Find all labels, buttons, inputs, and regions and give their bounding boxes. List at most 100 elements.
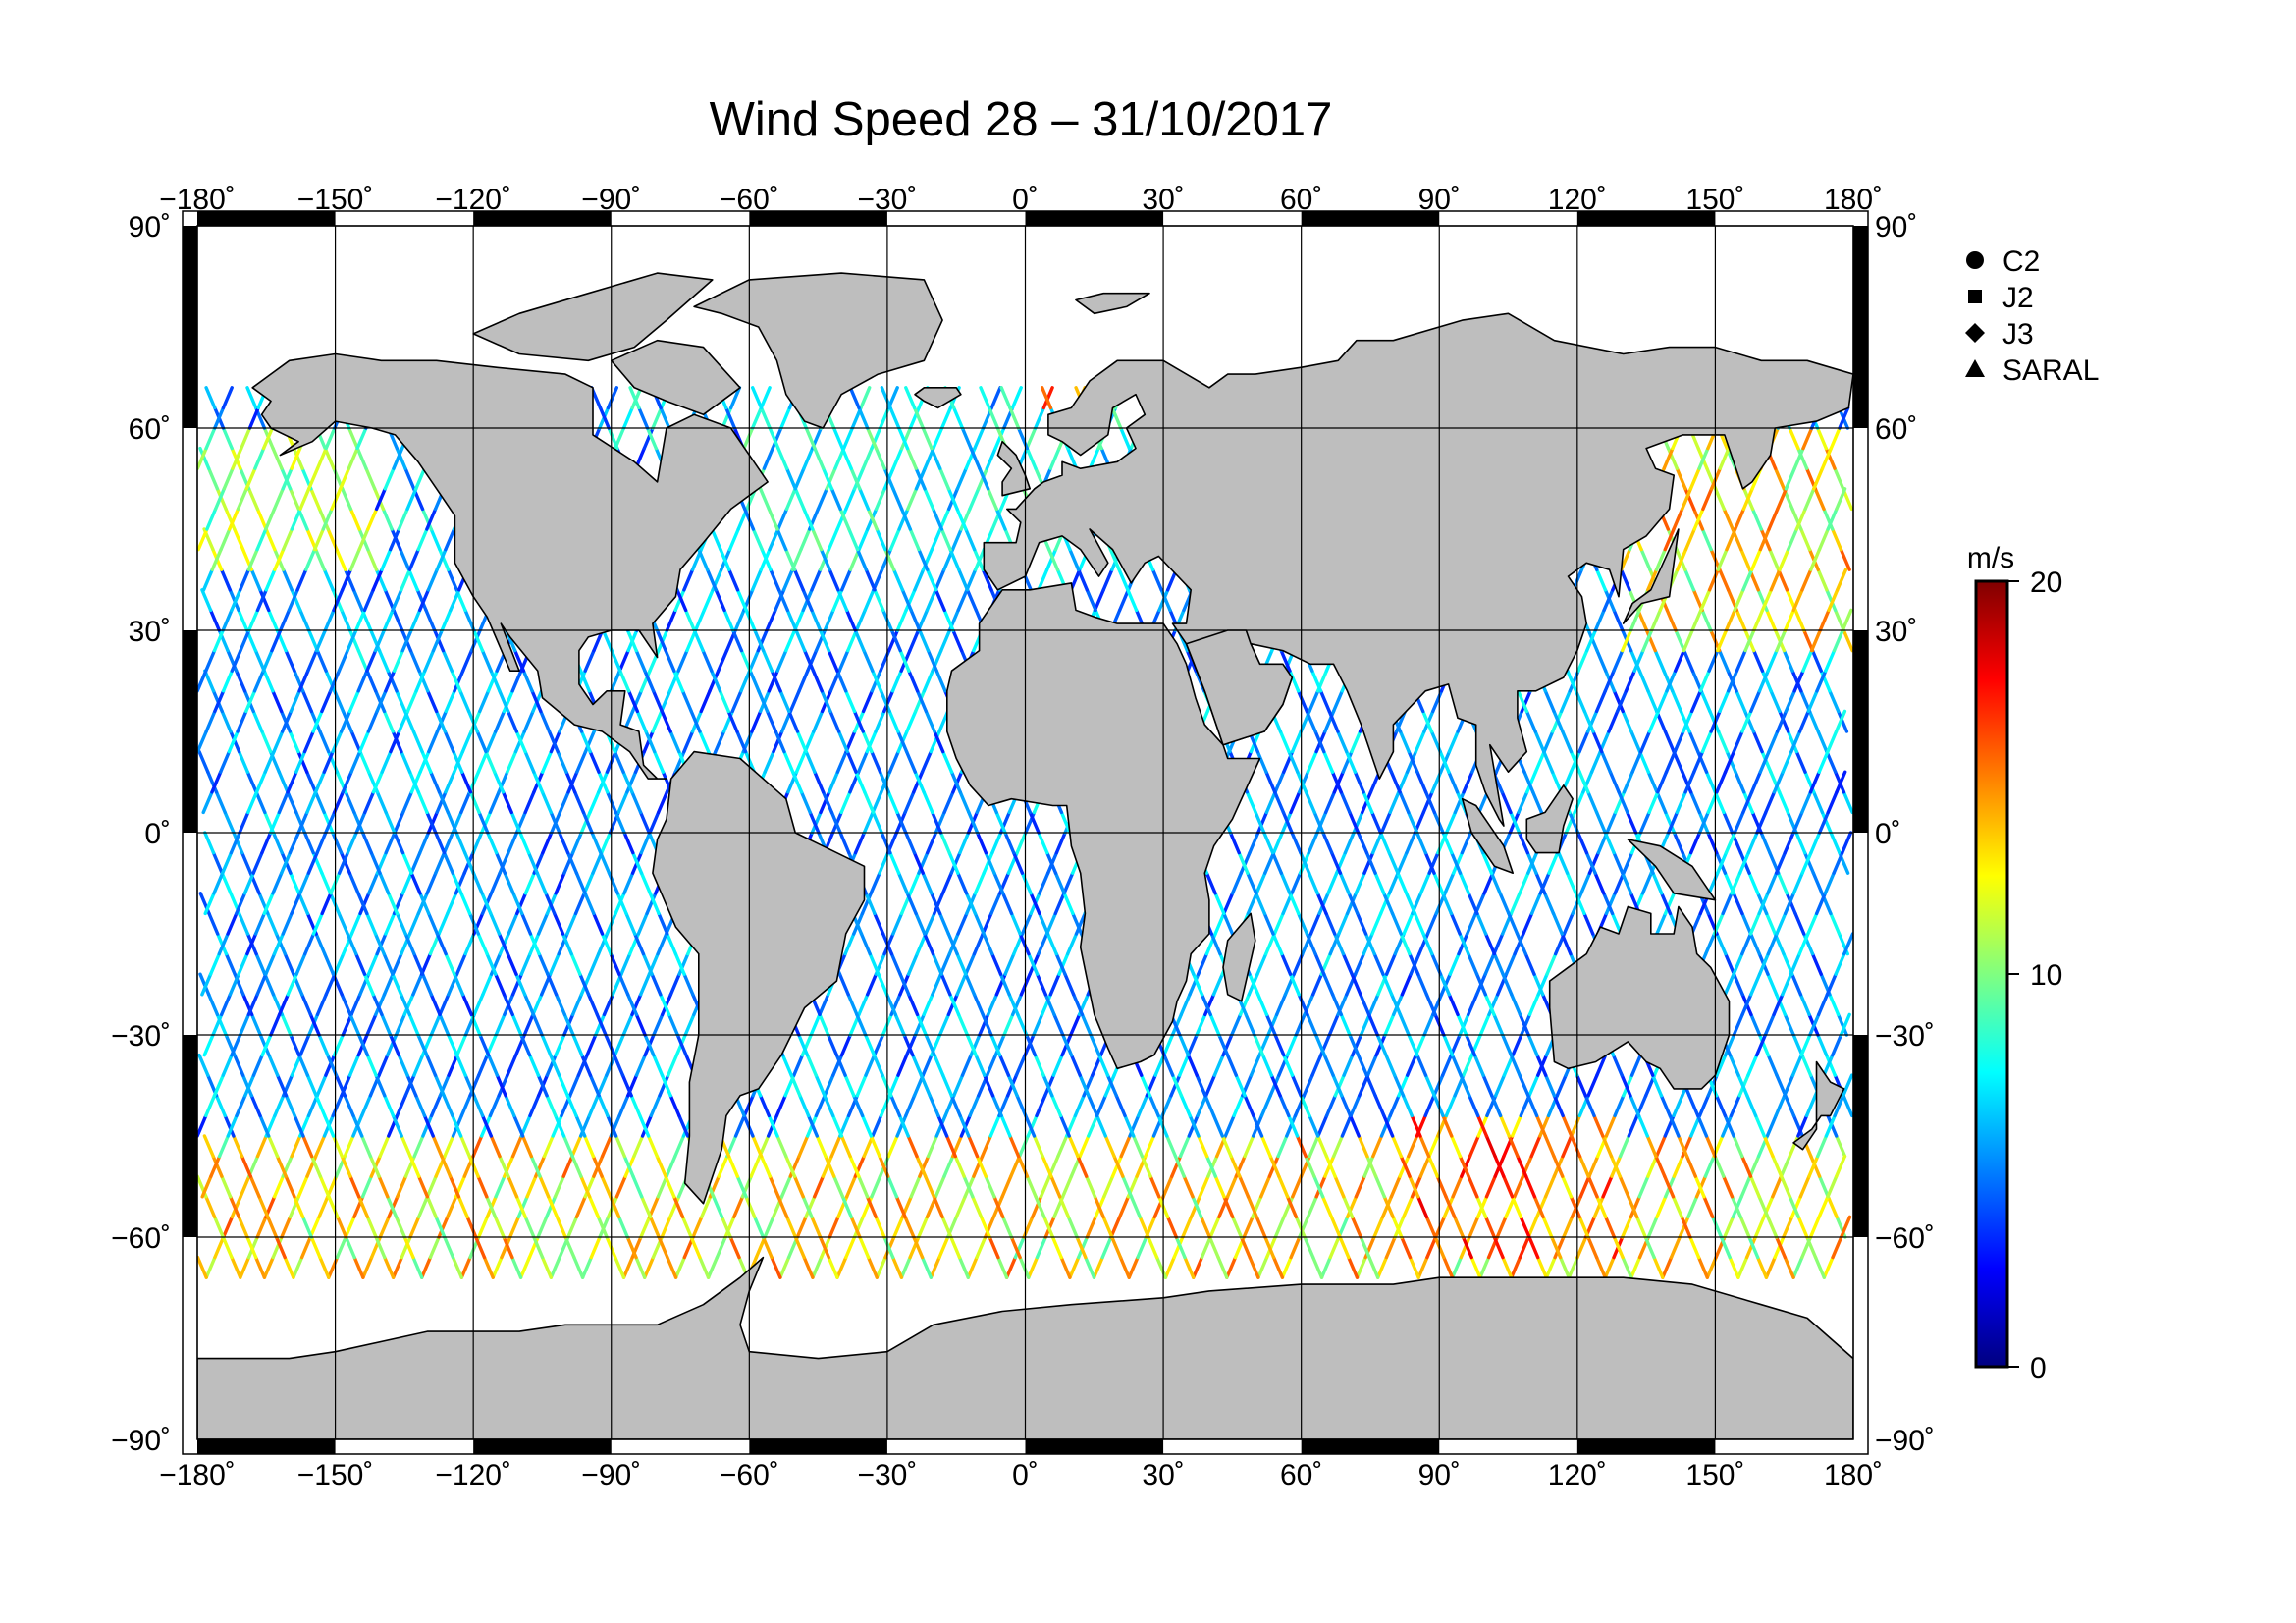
track-segment: [667, 1012, 679, 1037]
track-segment: [1809, 831, 1822, 855]
track-segment: [570, 1134, 583, 1159]
track-segment: [453, 972, 465, 997]
track-segment: [1230, 1012, 1243, 1037]
track-segment: [929, 1255, 941, 1279]
longitude-tick-label: 90˚: [1418, 1459, 1461, 1491]
track-segment: [1519, 1215, 1531, 1239]
track-segment: [1493, 1154, 1506, 1178]
track-segment: [825, 466, 837, 491]
track-segment: [397, 709, 410, 733]
track-segment: [1663, 892, 1677, 916]
track-segment: [480, 1113, 493, 1138]
track-segment: [1172, 1235, 1185, 1260]
track-segment: [1671, 1195, 1683, 1219]
latitude-tick-label: −60˚: [1875, 1222, 1935, 1255]
track-segment: [1511, 1033, 1523, 1057]
track-segment: [262, 1255, 275, 1279]
track-segment: [923, 487, 935, 512]
track-segment: [1408, 951, 1420, 976]
track-segment: [378, 1215, 391, 1239]
track-segment: [925, 588, 937, 613]
track-segment: [1162, 1053, 1175, 1077]
track-segment: [1095, 1094, 1108, 1118]
track-segment: [428, 1235, 441, 1260]
track-segment: [522, 1012, 535, 1037]
track-segment: [802, 446, 815, 470]
track-segment: [828, 1215, 840, 1239]
track-segment: [493, 1215, 506, 1239]
legend-item-label: SARAL: [2002, 354, 2099, 387]
track-segment: [836, 588, 849, 613]
track-segment: [587, 1094, 600, 1118]
track-segment: [1068, 1255, 1081, 1279]
track-segment: [906, 487, 919, 512]
track-segment: [309, 1235, 322, 1260]
track-segment: [1459, 1235, 1471, 1260]
track-segment: [1799, 527, 1812, 552]
track-segment: [609, 951, 621, 976]
track-segment: [1732, 730, 1744, 754]
track-segment: [564, 770, 577, 794]
track-segment: [832, 1174, 845, 1199]
track-segment: [204, 648, 217, 673]
track-segment: [811, 669, 824, 693]
track-segment: [336, 1215, 348, 1239]
track-segment: [1322, 749, 1335, 774]
track-segment: [1746, 831, 1759, 855]
track-pass: [751, 386, 1131, 1279]
track-segment: [423, 648, 436, 673]
track-segment: [758, 487, 771, 512]
track-segment: [1663, 810, 1677, 835]
track-segment: [460, 993, 473, 1017]
track-segment: [1713, 487, 1727, 512]
track-segment: [1823, 871, 1836, 895]
track-segment: [1071, 911, 1084, 936]
track-segment: [557, 1073, 569, 1098]
track-segment: [1450, 850, 1463, 875]
track-segment: [852, 1094, 865, 1118]
track-segment: [521, 669, 534, 693]
track-segment: [1784, 1094, 1796, 1118]
track-segment: [1766, 1053, 1779, 1077]
track-segment: [724, 406, 737, 430]
track-segment: [1629, 1255, 1642, 1279]
track-segment: [197, 1255, 208, 1279]
track-segment: [1200, 993, 1212, 1017]
track-segment: [911, 1053, 924, 1077]
track-segment: [1290, 831, 1303, 855]
track-segment: [808, 810, 821, 835]
track-segment: [1481, 1073, 1494, 1098]
track-segment: [792, 1053, 805, 1077]
track-segment: [915, 1012, 928, 1037]
track-segment: [382, 709, 395, 733]
track-segment: [286, 770, 298, 794]
track-segment: [1093, 588, 1105, 613]
track-segment: [1813, 1255, 1827, 1279]
track-segment: [1103, 1134, 1116, 1159]
track-segment: [909, 1174, 922, 1199]
track-segment: [1304, 790, 1316, 815]
track-segment: [1769, 568, 1782, 592]
track-segment: [964, 972, 977, 997]
track-segment: [429, 1012, 442, 1037]
track-segment: [819, 790, 831, 815]
track-segment: [596, 1215, 609, 1239]
track-segment: [1317, 892, 1330, 916]
track-segment: [1282, 1053, 1295, 1077]
track-segment: [941, 1073, 954, 1098]
track-segment: [1183, 1255, 1196, 1279]
track-segment: [1674, 628, 1686, 653]
track-segment: [969, 1033, 982, 1057]
track-segment: [1110, 406, 1123, 430]
track-segment: [1836, 709, 1849, 733]
track-segment: [1575, 1073, 1588, 1098]
track-segment: [1683, 487, 1696, 512]
track-segment: [1348, 810, 1361, 835]
track-segment: [1581, 770, 1594, 794]
track-segment: [1560, 932, 1573, 956]
track-segment: [1783, 1255, 1795, 1279]
track-segment: [931, 951, 943, 976]
track-segment: [362, 588, 375, 613]
track-segment: [1621, 871, 1633, 895]
track-segment: [1356, 831, 1369, 855]
